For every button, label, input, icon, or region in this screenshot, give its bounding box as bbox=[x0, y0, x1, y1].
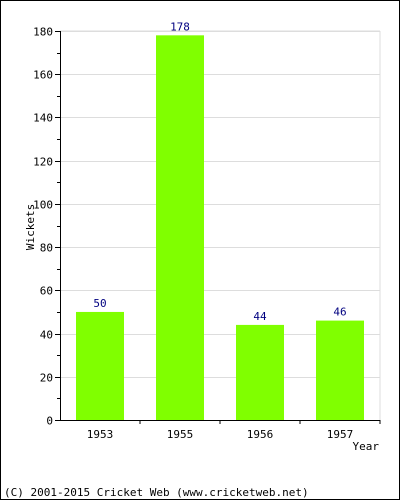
value-label: 50 bbox=[93, 297, 106, 310]
x-axis-label: Year bbox=[353, 440, 380, 453]
y-tick-label: 20 bbox=[40, 372, 53, 385]
x-tick-label: 1957 bbox=[327, 428, 354, 441]
y-tick-label: 80 bbox=[40, 242, 53, 255]
axes bbox=[55, 31, 381, 424]
copyright-footer: (C) 2001-2015 Cricket Web (www.cricketwe… bbox=[4, 486, 309, 499]
y-axis-label: Wickets bbox=[24, 204, 37, 250]
value-label: 44 bbox=[253, 310, 267, 323]
y-tick-label: 40 bbox=[40, 329, 53, 342]
bar bbox=[156, 35, 204, 420]
bar bbox=[236, 324, 284, 420]
value-labels: 50 178 44 46 bbox=[93, 20, 346, 323]
y-tick-label: 100 bbox=[33, 199, 53, 212]
y-tick-label: 0 bbox=[46, 415, 53, 428]
bar bbox=[76, 311, 124, 420]
bars bbox=[76, 35, 364, 420]
value-label: 46 bbox=[333, 306, 346, 319]
x-tick-label: 1956 bbox=[247, 428, 274, 441]
tick-labels: 1953 1955 1956 1957 0 20 40 60 80 100 120 140 160 180 bbox=[33, 26, 353, 442]
y-tick-label: 160 bbox=[33, 69, 53, 82]
grid-lines bbox=[60, 30, 381, 420]
y-tick-label: 140 bbox=[33, 112, 53, 125]
value-label: 178 bbox=[170, 20, 190, 33]
y-tick-label: 180 bbox=[33, 26, 53, 39]
bar bbox=[316, 320, 364, 420]
x-tick-label: 1955 bbox=[167, 428, 194, 441]
y-tick-label: 60 bbox=[40, 285, 53, 298]
x-tick-label: 1953 bbox=[87, 428, 114, 441]
y-tick-label: 120 bbox=[33, 156, 53, 169]
